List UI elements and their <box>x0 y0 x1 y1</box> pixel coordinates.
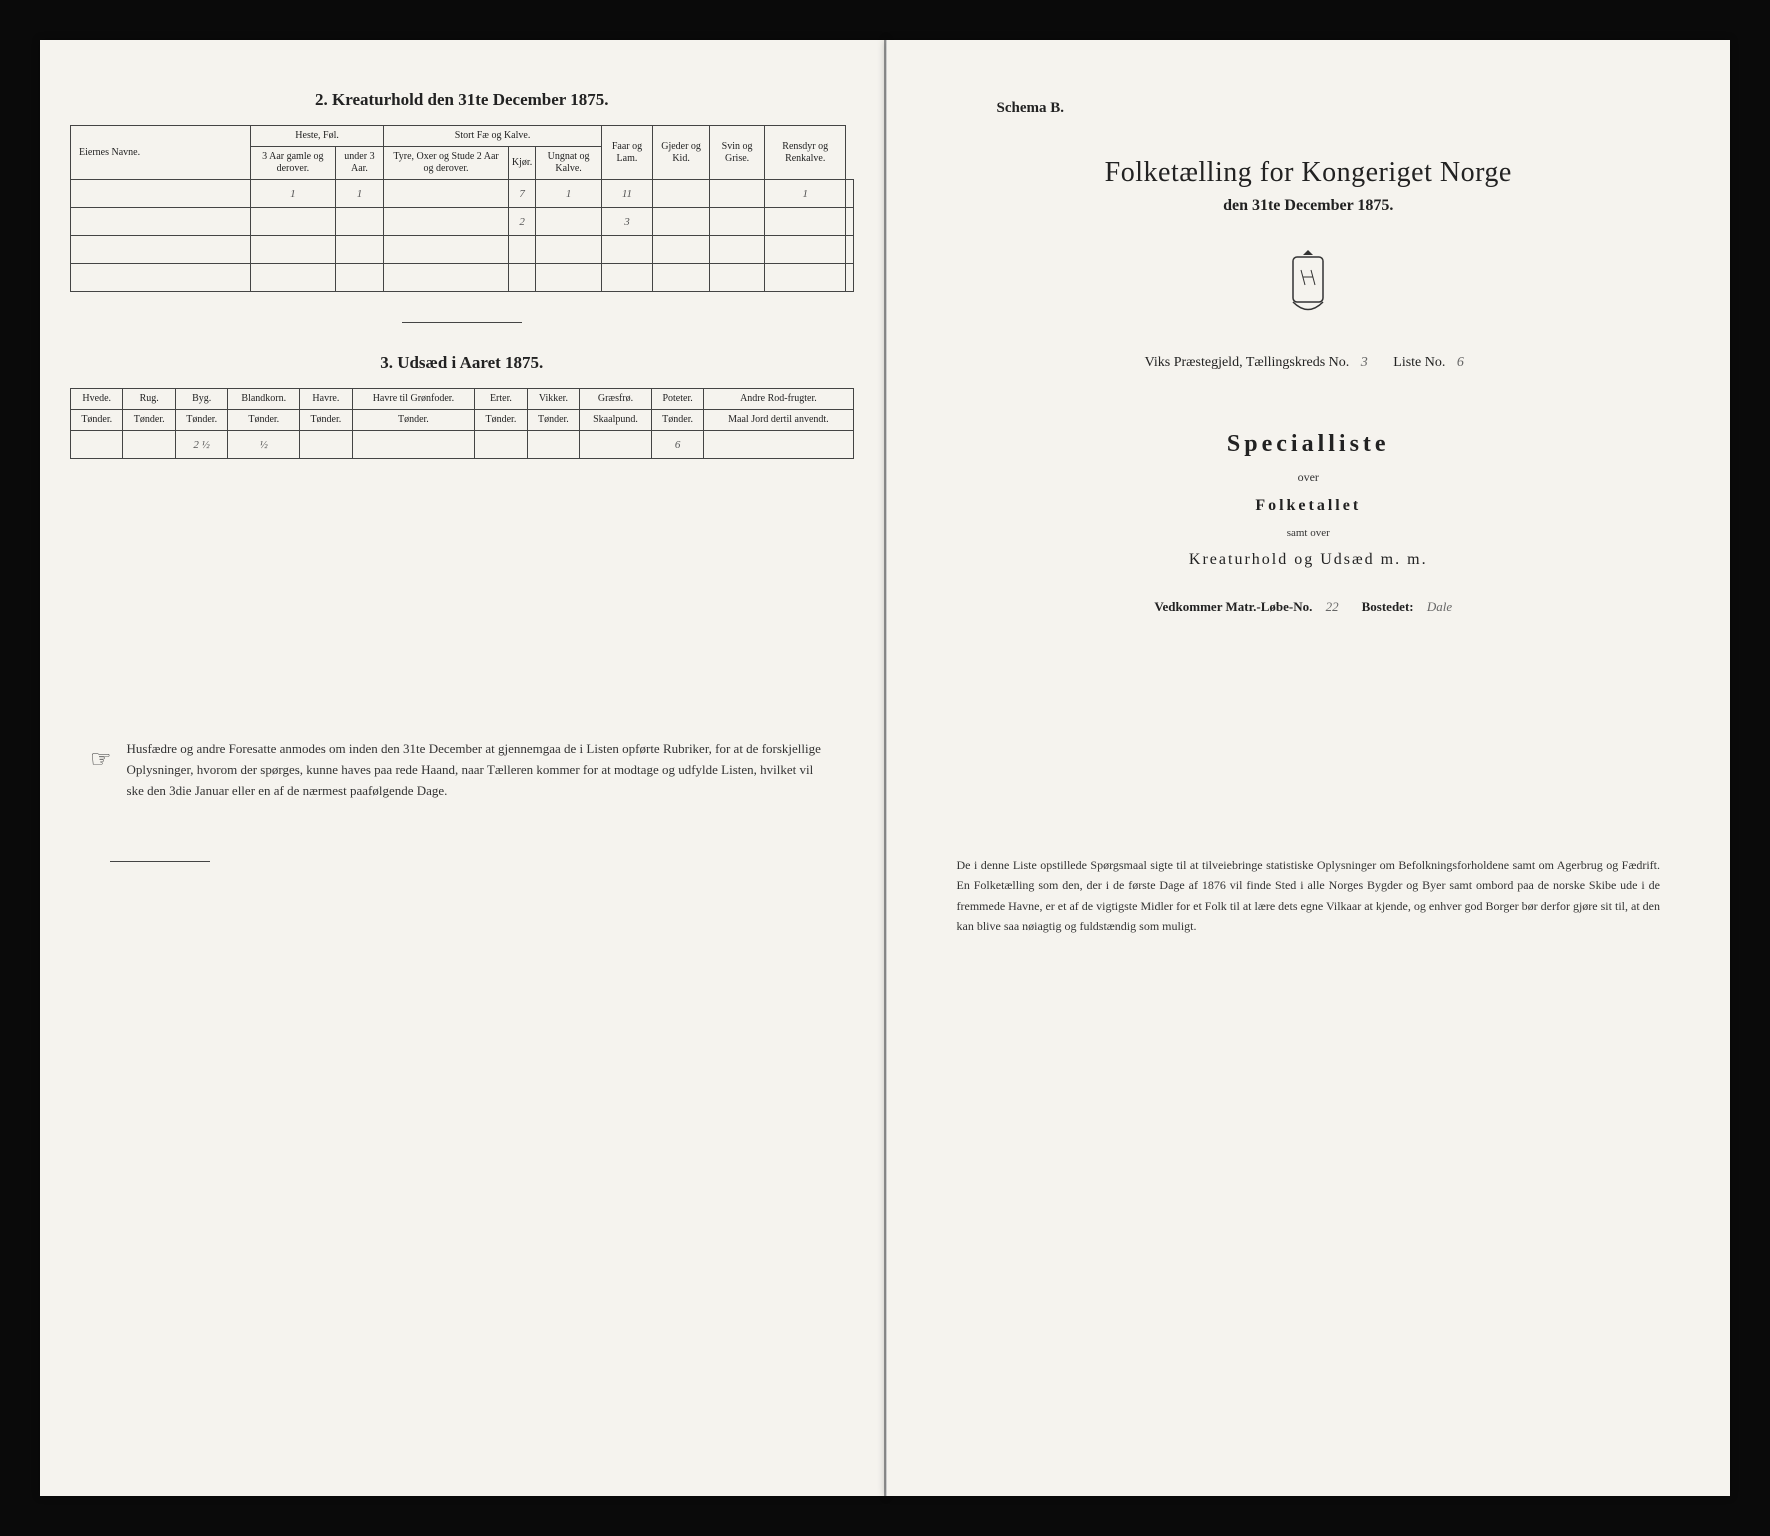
folketallet: Folketallet <box>917 497 1701 515</box>
coat-of-arms-icon <box>1273 245 1343 325</box>
th-name: Eiernes Navne. <box>71 126 251 180</box>
specialliste-title: Specialliste <box>917 431 1701 458</box>
bottom-paragraph: De i denne Liste opstillede Spørgsmaal s… <box>917 855 1701 937</box>
th-pig: Svin og Grise. <box>710 126 765 180</box>
footnote-text: Husfædre og andre Foresatte anmodes om i… <box>127 739 834 801</box>
th-sheep: Faar og Lam. <box>601 126 652 180</box>
table-row: 1 1 7 1 11 1 <box>71 180 854 208</box>
divider <box>402 322 522 323</box>
kreatur-line: Kreaturhold og Udsæd m. m. <box>917 551 1701 569</box>
kreds-no: 3 <box>1353 355 1376 370</box>
sub-date: den 31te December 1875. <box>917 197 1701 215</box>
th-cattle-c: Ungnat og Kalve. <box>536 147 602 180</box>
th-horse-b: under 3 Aar. <box>335 147 383 180</box>
schema-label: Schema B. <box>997 100 1701 117</box>
section3-title: 3. Udsæd i Aaret 1875. <box>70 353 854 373</box>
table2-body: 1 1 7 1 11 1 2 3 <box>71 180 854 292</box>
pointing-hand-icon: ☞ <box>90 741 112 801</box>
left-page: 2. Kreaturhold den 31te December 1875. E… <box>40 40 886 1496</box>
th-horse-a: 3 Aar gamle og derover. <box>251 147 336 180</box>
matr-no: 22 <box>1316 599 1349 614</box>
table-kreaturhold: Eiernes Navne. Heste, Føl. Stort Fæ og K… <box>70 125 854 292</box>
th-goat: Gjeder og Kid. <box>652 126 709 180</box>
main-title: Folketælling for Kongeriget Norge <box>917 157 1701 189</box>
th-cattle-a: Tyre, Oxer og Stude 2 Aar og derover. <box>384 147 509 180</box>
th-cattle: Stort Fæ og Kalve. <box>384 126 602 147</box>
bottom-rule <box>110 861 210 862</box>
vedkommer-line: Vedkommer Matr.-Løbe-No. 22 Bostedet: Da… <box>917 599 1701 615</box>
liste-no: 6 <box>1449 355 1472 370</box>
th-horse: Heste, Føl. <box>251 126 384 147</box>
right-page: Schema B. Folketælling for Kongeriget No… <box>886 40 1731 1496</box>
table-udsaed: Hvede. Rug. Byg. Blandkorn. Havre. Havre… <box>70 388 854 459</box>
footnote: ☞ Husfædre og andre Foresatte anmodes om… <box>70 739 854 801</box>
section2-title: 2. Kreaturhold den 31te December 1875. <box>70 90 854 110</box>
table-row <box>71 236 854 264</box>
table-row: 2 3 <box>71 208 854 236</box>
table-row: 2 ½ ½ 6 <box>71 431 854 459</box>
th-cattle-b: Kjør. <box>508 147 535 180</box>
parish-line: Viks Præstegjeld, Tællingskreds No. 3 Li… <box>917 355 1701 371</box>
bostedet: Dale <box>1417 599 1462 614</box>
table-row <box>71 264 854 292</box>
th-reindeer: Rensdyr og Renkalve. <box>764 126 845 180</box>
